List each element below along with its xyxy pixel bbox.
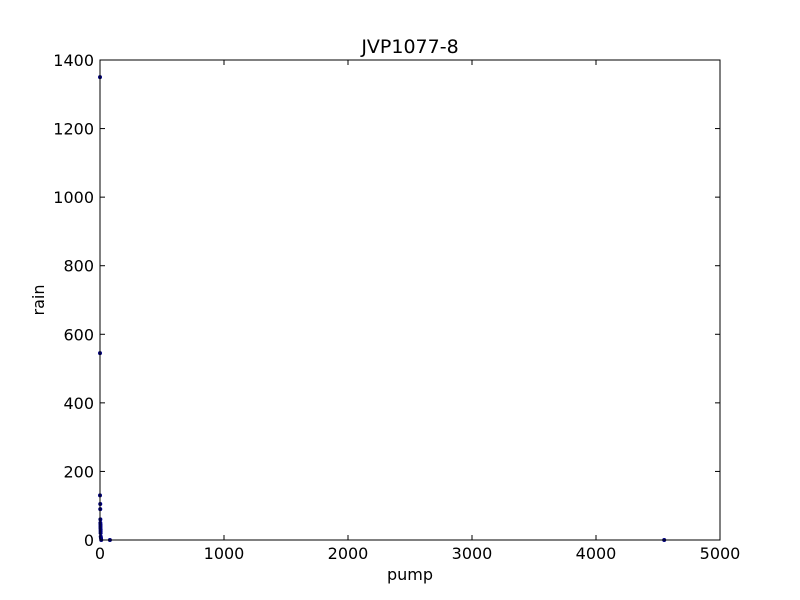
x-tick-label: 5000 (700, 544, 741, 563)
x-tick-label: 0 (95, 544, 105, 563)
y-tick-label: 200 (63, 462, 94, 481)
x-tick-label: 4000 (576, 544, 617, 563)
axis-ticks: 0 1000 2000 3000 4000 5000 0 200 400 600 800 1000 12… (53, 51, 740, 563)
y-tick-label: 400 (63, 394, 94, 413)
y-axis-label: rain (29, 285, 48, 316)
y-tick-label: 1000 (53, 188, 94, 207)
y-tick-label: 0 (84, 531, 94, 550)
x-tick-label: 2000 (328, 544, 369, 563)
chart-title: JVP1077-8 (360, 36, 458, 58)
data-point (98, 531, 103, 536)
x-tick-label: 1000 (204, 544, 245, 563)
plot-frame (99, 59, 721, 541)
x-axis-label: pump (387, 565, 433, 584)
y-tick-label: 600 (63, 325, 94, 344)
y-tick-label: 800 (63, 257, 94, 276)
y-tick-label: 1200 (53, 120, 94, 139)
x-tick-label: 3000 (452, 544, 493, 563)
y-tick-label: 1400 (53, 51, 94, 70)
